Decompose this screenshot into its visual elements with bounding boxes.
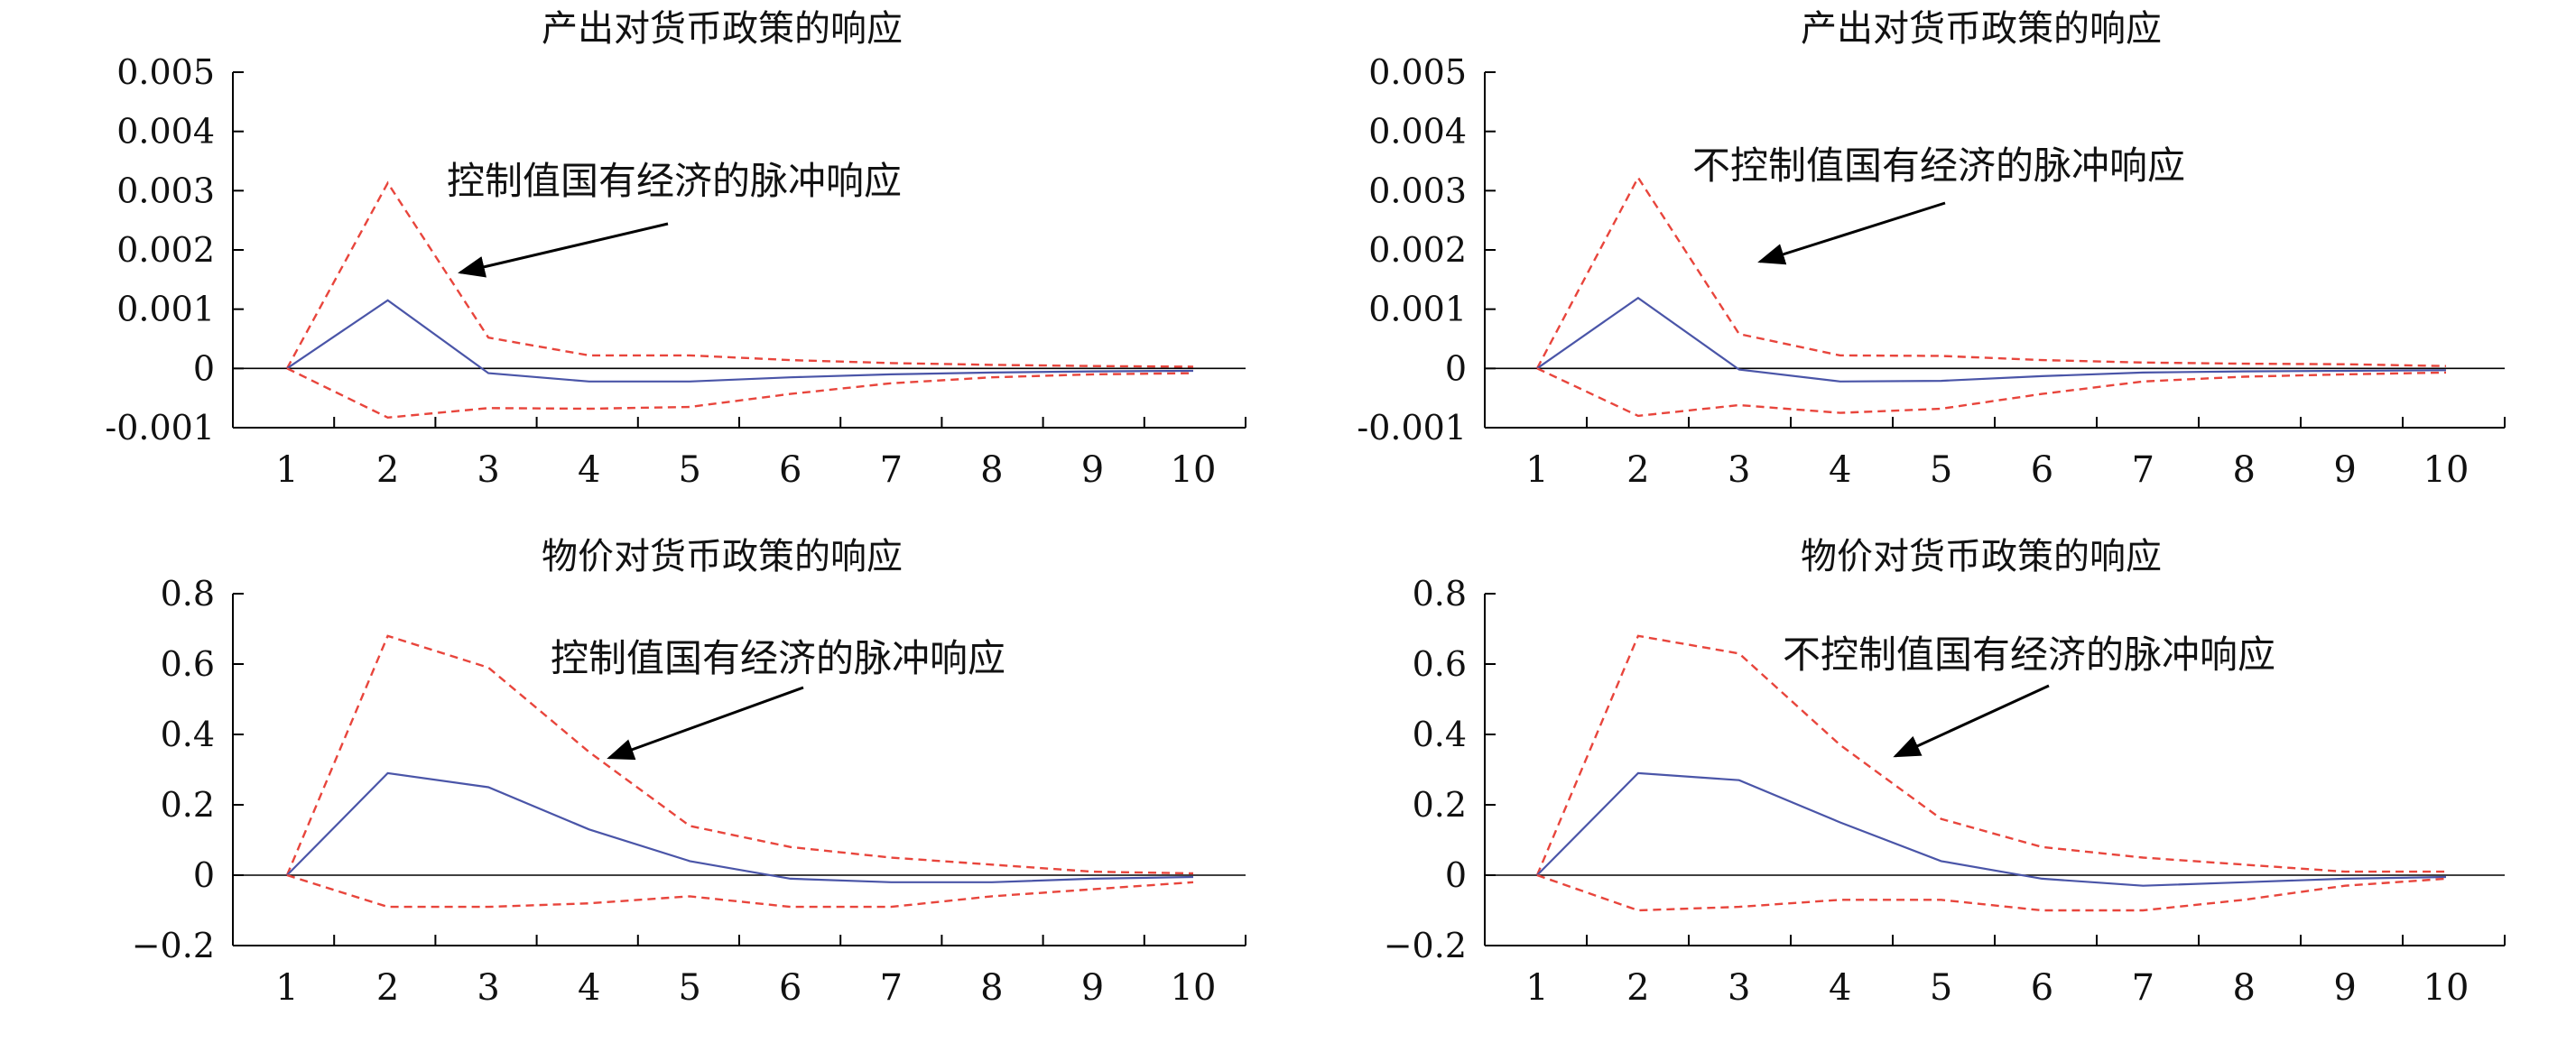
annotation-arrow: [607, 686, 804, 761]
y-tick-label: 0: [1445, 855, 1467, 895]
chart-panel-1: 产出对货币政策的响应 0.005 0.004 0.003 0.002 0.001 0 -0.0…: [105, 8, 1246, 491]
x-tick-label: 3: [1728, 967, 1750, 1009]
annotation-arrow: [1893, 684, 2050, 758]
x-tick-label: 4: [1829, 967, 1851, 1009]
y-tick-label: 0.005: [116, 52, 215, 92]
x-tick-label: 8: [980, 967, 1003, 1009]
x-tick-label: 10: [2423, 449, 2469, 491]
y-tick-label: 0.8: [161, 574, 215, 614]
series-line: [1536, 296, 2447, 383]
y-tick-label: 0.4: [1413, 715, 1467, 754]
x-tick-label: 4: [578, 967, 600, 1009]
y-tick-label: 0.002: [1368, 230, 1467, 270]
chart-title: 物价对货币政策的响应: [1801, 536, 2162, 577]
y-tick-label: 0.003: [116, 171, 215, 210]
x-tick-label: 7: [2132, 449, 2154, 491]
x-tick-label: 10: [2423, 967, 2469, 1009]
x-tick-label: 5: [678, 967, 700, 1009]
series-line: [286, 367, 1194, 420]
x-tick-label: 2: [376, 449, 399, 491]
y-tick-label: 0.001: [116, 290, 215, 329]
series-line: [1535, 634, 2446, 876]
chart-title: 产出对货币政策的响应: [542, 8, 903, 50]
y-tick-label: 0.6: [1413, 644, 1467, 684]
x-tick-label: 3: [1728, 449, 1750, 491]
y-tick-label: 0.002: [116, 230, 215, 270]
x-tick-label: 8: [2232, 967, 2255, 1009]
x-tick-label: 4: [578, 449, 600, 491]
y-tick-label: 0: [193, 348, 215, 388]
y-tick-label: 0.4: [161, 715, 215, 754]
x-tick-label: 10: [1171, 449, 1217, 491]
y-tick-label: 0.005: [1368, 52, 1467, 92]
x-tick-label: 2: [1626, 449, 1649, 491]
series-line: [1536, 771, 2447, 887]
annotation-label: 不控制值国有经济的脉冲响应: [1783, 632, 2275, 677]
x-tick-label: 5: [1930, 967, 1952, 1009]
x-tick-label: 6: [779, 449, 802, 491]
chart-title: 产出对货币政策的响应: [1801, 8, 2162, 50]
y-tick-label: 0: [193, 855, 215, 895]
annotation-arrow: [1757, 201, 1946, 265]
x-tick-label: 1: [1525, 967, 1548, 1009]
chart-panel-2: 产出对货币政策的响应 0.005 0.004 0.003 0.002 0.001 0 -0.0…: [1357, 8, 2506, 491]
y-tick-label: 0: [1445, 348, 1467, 388]
x-tick-label: 2: [376, 967, 399, 1009]
x-tick-label: 6: [2031, 967, 2053, 1009]
x-tick-label: 7: [880, 967, 903, 1009]
series-line: [1536, 367, 2447, 418]
y-tick-label: 0.2: [161, 785, 215, 825]
x-tick-label: 5: [678, 449, 700, 491]
x-tick-label: 10: [1171, 967, 1217, 1009]
y-tick-label: 0.2: [1413, 785, 1467, 825]
x-tick-label: 1: [1525, 449, 1548, 491]
series-line: [285, 634, 1194, 876]
chart-panel-3: 物价对货币政策的响应 0.8 0.6 0.4 0.2 0 −0.2 1 2 3 4 5 6 7 8 9 10 控制…: [132, 536, 1246, 1009]
x-tick-label: 8: [980, 449, 1003, 491]
series-line: [286, 771, 1194, 883]
x-tick-label: 7: [2132, 967, 2154, 1009]
annotation-label: 控制值国有经济的脉冲响应: [447, 159, 902, 203]
series-line: [1535, 175, 2447, 369]
x-tick-label: 5: [1930, 449, 1952, 491]
x-tick-label: 3: [477, 449, 499, 491]
x-tick-label: 9: [1081, 967, 1104, 1009]
x-tick-label: 6: [779, 967, 802, 1009]
y-tick-label: 0.004: [116, 112, 215, 152]
annotation-arrow: [458, 222, 669, 278]
x-tick-label: 1: [275, 449, 298, 491]
x-tick-label: 1: [275, 967, 298, 1009]
y-tick-label: −0.2: [1384, 926, 1467, 965]
y-tick-label: 0.004: [1368, 112, 1467, 152]
annotation-label: 控制值国有经济的脉冲响应: [551, 636, 1005, 680]
x-tick-label: 9: [1081, 449, 1104, 491]
x-tick-label: 4: [1829, 449, 1851, 491]
y-tick-label: 0.001: [1368, 290, 1467, 329]
x-tick-label: 8: [2232, 449, 2255, 491]
series-line: [286, 299, 1194, 383]
x-tick-label: 2: [1626, 967, 1649, 1009]
x-tick-label: 3: [477, 967, 499, 1009]
x-tick-label: 9: [2333, 449, 2356, 491]
x-tick-label: 9: [2333, 967, 2356, 1009]
y-tick-label: 0.6: [161, 644, 215, 684]
x-tick-label: 6: [2031, 449, 2053, 491]
chart-title: 物价对货币政策的响应: [542, 536, 903, 577]
series-line: [285, 180, 1194, 369]
y-tick-label: 0.8: [1413, 574, 1467, 614]
y-tick-label: -0.001: [1357, 408, 1467, 448]
series-line: [286, 873, 1194, 909]
annotation-label: 不控制值国有经济的脉冲响应: [1692, 143, 2185, 188]
y-tick-label: -0.001: [105, 408, 215, 448]
x-tick-label: 7: [880, 449, 903, 491]
y-tick-label: −0.2: [132, 926, 215, 965]
y-tick-label: 0.003: [1368, 171, 1467, 210]
series-line: [1536, 873, 2447, 912]
chart-panel-4: 物价对货币政策的响应 0.8 0.6 0.4 0.2 0 −0.2 1 2 3 4 5 6 7 8 9 10 不控…: [1384, 536, 2506, 1009]
